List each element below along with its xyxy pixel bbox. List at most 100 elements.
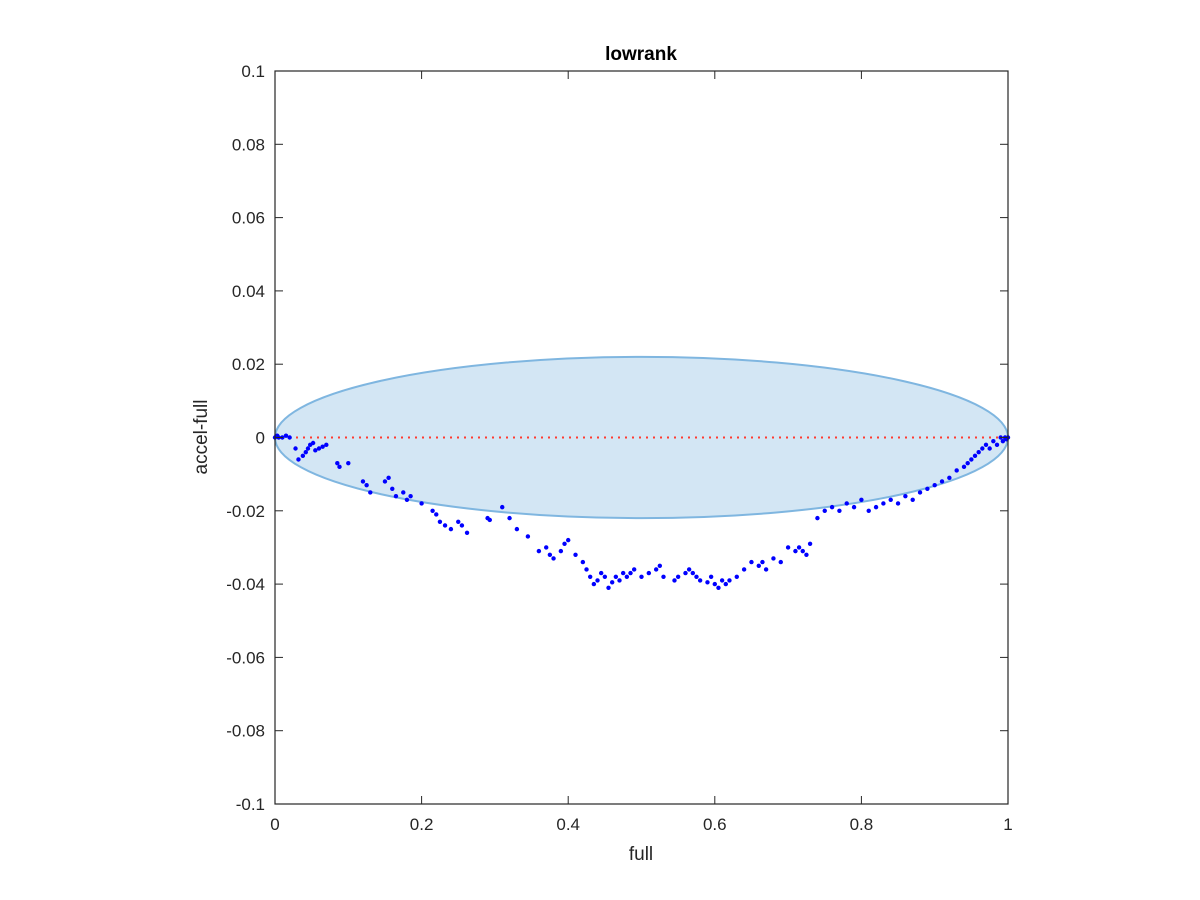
data-point <box>969 457 974 462</box>
x-tick-label: 0.6 <box>703 815 727 834</box>
x-tick-label: 0.2 <box>410 815 434 834</box>
data-point <box>393 493 399 499</box>
data-point <box>500 504 505 510</box>
data-point <box>734 574 739 579</box>
data-point <box>947 475 952 481</box>
data-point <box>584 567 589 572</box>
data-point <box>741 567 747 572</box>
data-point <box>507 515 512 521</box>
data-point <box>430 508 435 513</box>
data-point <box>657 563 663 568</box>
x-tick-label: 1 <box>1003 815 1012 834</box>
data-point <box>360 479 366 484</box>
data-point <box>705 580 710 585</box>
data-point <box>305 446 311 451</box>
data-point <box>653 567 659 572</box>
data-point <box>793 548 798 554</box>
data-point <box>785 545 791 550</box>
data-point <box>697 578 703 583</box>
data-point <box>822 508 827 513</box>
data-point <box>459 523 465 528</box>
data-point <box>965 460 970 466</box>
x-tick-label: 0 <box>270 815 279 834</box>
data-point <box>558 548 564 554</box>
data-point <box>613 574 619 579</box>
x-tick-label: 0.4 <box>556 815 580 834</box>
data-point <box>562 541 567 546</box>
data-point <box>620 570 626 576</box>
data-point <box>804 552 809 557</box>
data-point <box>390 486 395 492</box>
data-point <box>983 442 989 448</box>
data-point <box>807 541 813 546</box>
data-point <box>873 504 879 510</box>
data-point <box>602 574 608 579</box>
data-point <box>972 453 978 459</box>
data-point <box>464 530 470 535</box>
data-point <box>551 556 556 561</box>
data-point <box>646 570 652 576</box>
data-point <box>580 559 586 565</box>
data-point <box>796 545 802 550</box>
data-point <box>382 479 388 484</box>
data-point <box>661 574 666 579</box>
data-point <box>954 468 959 473</box>
y-tick-label: 0.02 <box>232 355 265 374</box>
data-point <box>313 448 318 453</box>
data-point <box>591 581 597 587</box>
data-point <box>525 534 531 539</box>
data-point <box>727 578 732 583</box>
data-point <box>837 508 842 513</box>
y-tick-label: -0.1 <box>236 795 265 814</box>
y-tick-label: -0.04 <box>226 575 265 594</box>
data-point <box>448 526 454 532</box>
data-point <box>771 556 776 561</box>
data-point <box>547 552 553 557</box>
data-point <box>1000 438 1006 444</box>
data-point <box>815 515 820 521</box>
data-point <box>346 460 351 466</box>
data-point <box>991 438 996 444</box>
data-point <box>595 578 600 583</box>
plot-area: 0 0.2 0.4 0.6 0.8 1 0.1 0.08 0.06 0.04 0.02 0 -0.02 -… <box>226 62 1012 834</box>
data-point <box>844 501 849 506</box>
data-point <box>624 574 630 579</box>
data-point <box>932 482 937 488</box>
data-point <box>335 460 340 466</box>
data-point <box>300 453 306 459</box>
data-point <box>514 526 520 532</box>
data-point <box>881 501 886 506</box>
data-point <box>456 519 461 524</box>
data-point <box>442 523 448 528</box>
data-point <box>324 442 329 448</box>
data-point <box>690 570 696 576</box>
data-point <box>434 512 439 517</box>
data-point <box>587 574 593 579</box>
data-point <box>917 490 923 495</box>
data-point <box>859 497 864 503</box>
data-point <box>895 501 901 506</box>
chart-title: lowrank <box>605 44 677 65</box>
data-point <box>756 563 761 568</box>
data-point <box>760 559 765 565</box>
data-point <box>672 578 677 583</box>
data-point <box>866 508 871 513</box>
data-point <box>536 548 542 554</box>
y-axis-label: accel-full <box>191 400 212 475</box>
data-point <box>903 493 908 499</box>
data-point <box>293 446 298 451</box>
x-axis-label: full <box>629 844 653 865</box>
data-point <box>437 519 443 524</box>
data-point <box>994 442 1000 448</box>
y-tick-label: -0.06 <box>226 648 265 667</box>
data-point <box>631 567 637 572</box>
data-point <box>925 486 930 492</box>
data-point <box>337 464 342 470</box>
data-point <box>287 435 292 440</box>
data-point <box>283 433 289 438</box>
data-point <box>639 574 644 579</box>
data-point <box>763 567 769 572</box>
data-point <box>419 501 424 506</box>
y-tick-label: -0.02 <box>226 502 265 521</box>
